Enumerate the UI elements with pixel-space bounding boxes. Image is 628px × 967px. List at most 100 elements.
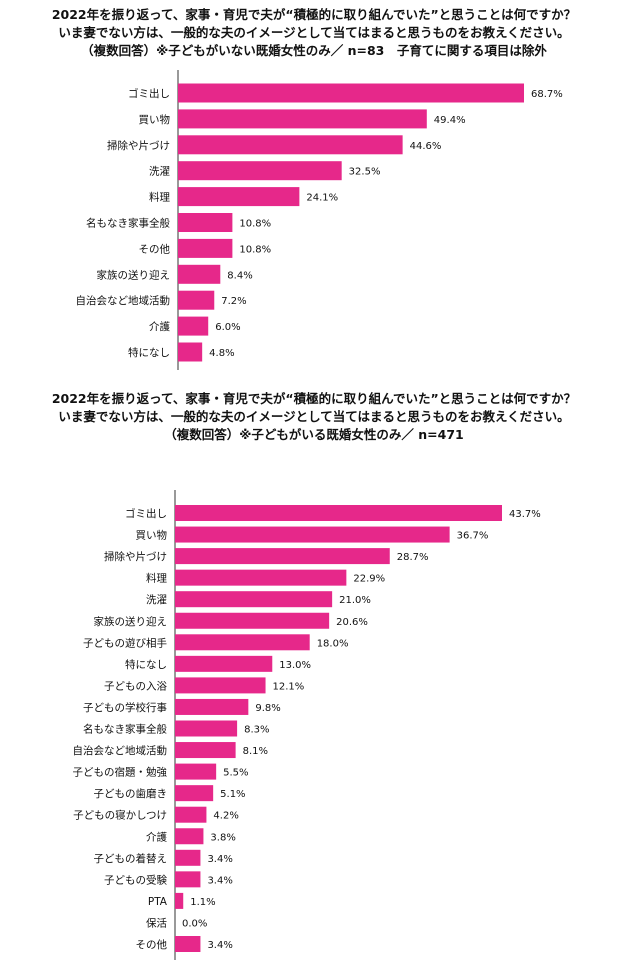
chart-2-category-label: 子どもの学校行事: [83, 701, 167, 714]
chart-2-value-label: 8.3%: [244, 725, 269, 736]
chart-1-value-label: 4.8%: [209, 348, 234, 359]
chart-2-value-label: 9.8%: [255, 703, 280, 714]
chart-2-bar: [175, 763, 217, 780]
chart-1-value-label: 7.2%: [221, 296, 246, 307]
chart-1-title-line-2: いま妻でない方は、一般的な夫のイメージとして当てはまると思うものをお教えください…: [58, 25, 570, 40]
chart-1-category-label: 料理: [149, 191, 170, 204]
chart-2-category-label: その他: [136, 938, 168, 951]
chart-1-category-label: 特になし: [128, 347, 170, 359]
chart-2-bar: [175, 828, 204, 845]
chart-1-value-label: 6.0%: [215, 322, 240, 333]
chart-1-plot: ゴミ出し 68.7% 買い物 49.4% 掃除や片づけ 44.6% 洗濯 32.5% 料理 24.…: [76, 70, 563, 370]
chart-1-category-label: 家族の送り迎え: [97, 268, 171, 281]
chart-1-category-label: 掃除や片づけ: [107, 139, 170, 152]
chart-2-category-label: 名もなき家事全般: [83, 723, 167, 736]
chart-1-bar: [178, 187, 300, 207]
chart-1-bar: [178, 316, 209, 336]
chart-1-bar: [178, 342, 203, 362]
chart-2-category-label: 買い物: [136, 529, 168, 542]
chart-2-bar: [175, 871, 201, 888]
chart-2-bar: [175, 634, 310, 651]
chart-2-value-label: 5.1%: [220, 789, 245, 800]
chart-2-category-label: 子どもの宿題・勉強: [73, 766, 168, 779]
chart-1-bar: [178, 213, 233, 232]
chart-2-category-label: 子どもの歯磨き: [94, 787, 168, 800]
chart-2-category-label: 家族の送り迎え: [94, 615, 168, 628]
chart-1-category-label: 買い物: [139, 113, 171, 126]
chart-1-category-label: ゴミ出し: [128, 87, 170, 100]
chart-2-category-label: 料理: [146, 572, 167, 585]
chart-2-title-line-3: （複数回答）※子どもがいる既婚女性のみ／ n=471: [164, 427, 464, 442]
chart-2-value-label: 36.7%: [457, 531, 489, 542]
chart-2-bar: [175, 526, 450, 543]
chart-2-bar: [175, 785, 214, 802]
chart-1-bar: [178, 264, 221, 284]
chart-2-category-label: 子どもの着替え: [94, 852, 168, 865]
chart-1-bar: [178, 161, 342, 181]
chart-2-value-label: 3.8%: [210, 832, 235, 843]
chart-1-value-label: 68.7%: [531, 89, 563, 100]
chart-1-value-label: 8.4%: [227, 270, 252, 281]
chart-1-bar: [178, 238, 233, 258]
chart-2-bar: [175, 655, 273, 672]
chart-1-title: 2022年を振り返って、家事・育児で夫が“積極的に取り組んでいた”と思うことは何…: [0, 6, 628, 60]
chart-2-value-label: 13.0%: [279, 660, 311, 671]
chart-1-category-label: 洗濯: [149, 166, 170, 178]
chart-2-value-label: 21.0%: [339, 595, 371, 606]
chart-2-value-label: 43.7%: [509, 509, 541, 520]
chart-1-title-line-3: （複数回答）※子どもがいない既婚女性のみ／ n=83 子育てに関する項目は除外: [81, 43, 547, 58]
chart-2-value-label: 4.2%: [213, 811, 238, 822]
chart-2-category-label: 保活: [146, 916, 167, 929]
chart-2-category-label: 介護: [146, 830, 167, 843]
chart-2-bar: [175, 936, 201, 952]
chart-2-bar: [175, 720, 238, 737]
chart-2-bar: [175, 849, 201, 866]
chart-1-title-line-1: 2022年を振り返って、家事・育児で夫が“積極的に取り組んでいた”と思うことは何…: [51, 7, 577, 22]
chart-2-value-label: 8.1%: [243, 746, 268, 757]
chart-2-value-label: 12.1%: [273, 681, 305, 692]
chart-2-value-label: 20.6%: [336, 617, 368, 628]
chart-2-value-label: 3.4%: [207, 940, 232, 951]
chart-1-value-label: 10.8%: [239, 219, 271, 230]
chart-2-bar: [175, 892, 184, 909]
chart-1-value-label: 10.8%: [239, 244, 271, 255]
chart-2-category-label: PTA: [148, 896, 168, 908]
chart-2-category-label: 子どもの遊び相手: [83, 636, 167, 649]
chart-2-title-line-1: 2022年を振り返って、家事・育児で夫が“積極的に取り組んでいた”と思うことは何…: [51, 391, 577, 406]
chart-2-title: 2022年を振り返って、家事・育児で夫が“積極的に取り組んでいた”と思うことは何…: [0, 390, 628, 444]
chart-2-bar: [175, 742, 236, 759]
chart-2-value-label: 0.0%: [182, 918, 207, 929]
chart-2-category-label: 自治会など地域活動: [73, 744, 168, 757]
chart-2-category-label: 特になし: [125, 659, 167, 671]
chart-2-title-line-2: いま妻でない方は、一般的な夫のイメージとして当てはまると思うものをお教えください…: [58, 409, 570, 424]
chart-2-bar: [175, 569, 347, 586]
chart-1-bar: [178, 83, 524, 103]
chart-1-category-label: その他: [139, 242, 171, 255]
chart-2-value-label: 22.9%: [353, 574, 385, 585]
chart-2-value-label: 1.1%: [190, 897, 215, 908]
chart-2-category-label: 掃除や片づけ: [104, 550, 167, 563]
chart-1-category-label: 介護: [149, 320, 170, 333]
chart-2-value-label: 3.4%: [207, 875, 232, 886]
chart-1-bar: [178, 135, 403, 155]
chart-2-category-label: 子どもの寝かしつけ: [73, 809, 167, 822]
chart-2-value-label: 28.7%: [397, 552, 429, 563]
chart-2-plot: ゴミ出し 43.7% 買い物 36.7% 掃除や片づけ 28.7% 料理 22.9% 洗濯 21.…: [73, 490, 541, 960]
chart-2-bar: [175, 677, 266, 694]
chart-1-bar: [178, 290, 215, 310]
chart-2-value-label: 5.5%: [223, 768, 248, 779]
chart-2-value-label: 18.0%: [317, 638, 349, 649]
chart-1-value-label: 32.5%: [349, 167, 381, 178]
chart-1-bar: [178, 109, 427, 129]
chart-2-bar: [175, 698, 249, 715]
chart-2-category-label: 子どもの入浴: [104, 680, 167, 692]
chart-1-value-label: 44.6%: [410, 141, 442, 152]
chart-2-bar: [175, 612, 330, 629]
chart-2-bar: [175, 591, 333, 608]
chart-2-bar: [175, 806, 207, 823]
chart-1-category-label: 名もなき家事全般: [86, 217, 170, 230]
chart-2-value-label: 3.4%: [207, 854, 232, 865]
chart-1-value-label: 49.4%: [434, 115, 466, 126]
chart-1-value-label: 24.1%: [306, 193, 338, 204]
chart-1-category-label: 自治会など地域活動: [76, 294, 171, 307]
